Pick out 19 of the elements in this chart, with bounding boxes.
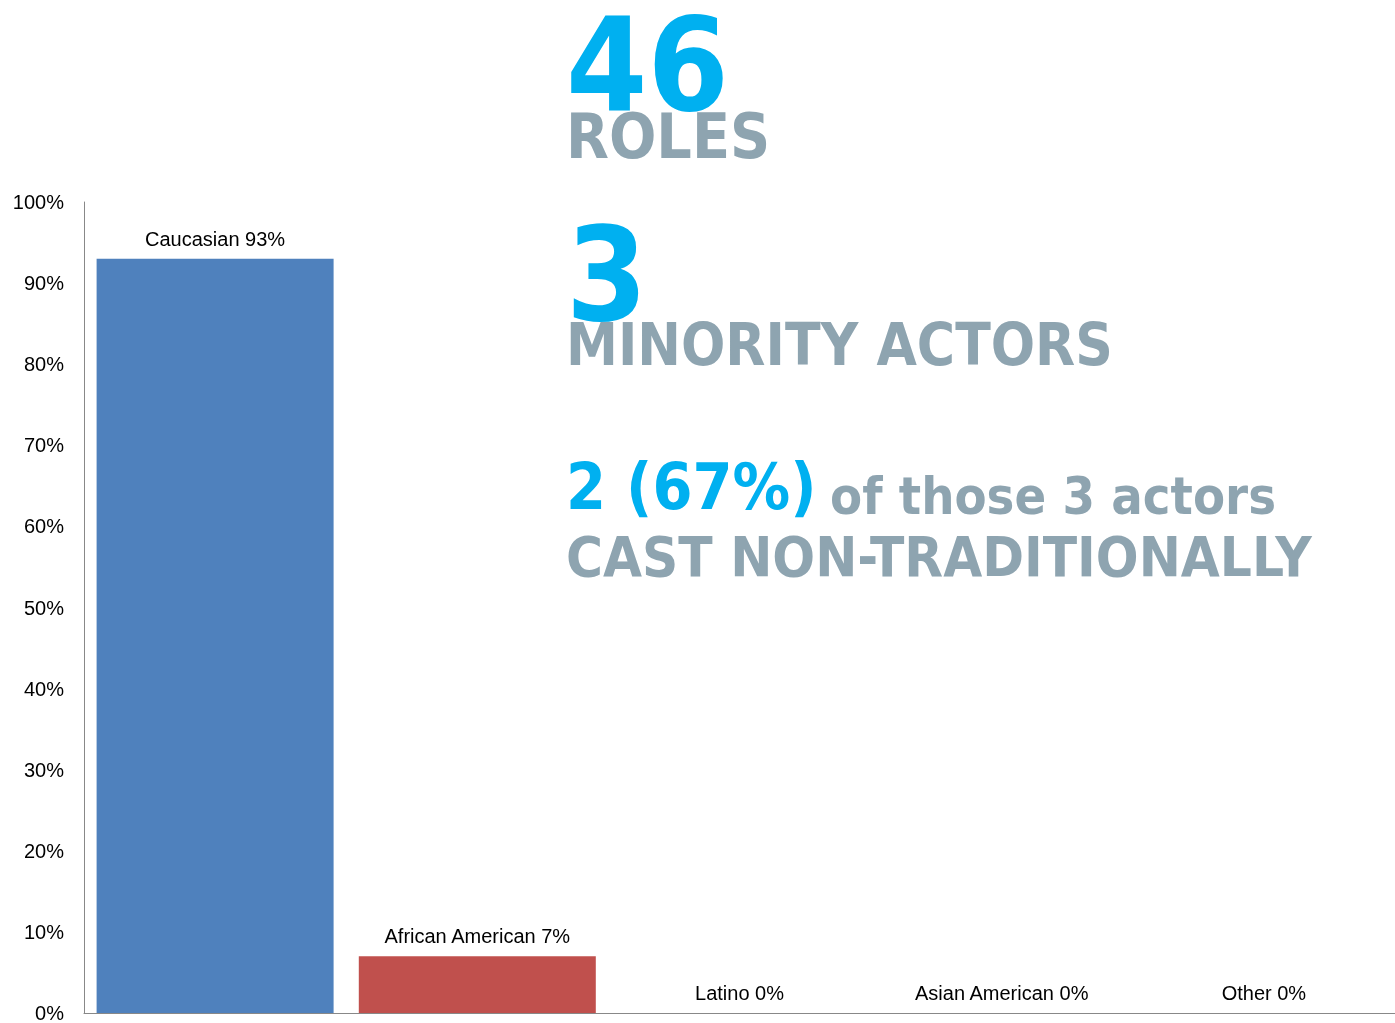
y-tick-label: 20% [23,839,65,862]
y-tick-label: 40% [23,677,65,700]
annotation: CAST NON-TRADITIONALLY [566,523,1313,589]
y-tick-label: 30% [23,758,65,781]
y-tick-label: 60% [23,515,65,538]
data-label: Caucasian 93% [145,227,286,250]
data-label: African American 7% [384,925,571,948]
data-label: Asian American 0% [914,982,1089,1004]
y-tick-label: 50% [23,596,65,619]
y-tick-label: 0% [35,1002,65,1023]
y-tick-label: 100% [12,191,65,213]
data-label: Latino 0% [695,982,785,1004]
y-tick-label: 70% [23,434,65,457]
y-tick-label: 80% [23,353,65,376]
annotation: 2 (67%) [566,450,817,524]
data-label: Other 0% [1221,982,1307,1004]
y-tick-label: 90% [23,272,65,295]
y-tick-label: 10% [23,920,65,943]
annotation: of those 3 actors [830,466,1277,526]
